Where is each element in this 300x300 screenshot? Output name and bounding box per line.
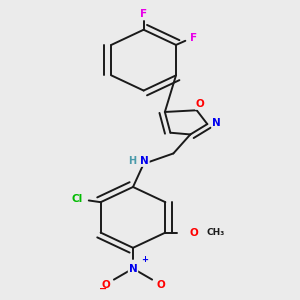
Text: +: +: [141, 255, 148, 264]
Text: O: O: [156, 280, 165, 290]
Text: O: O: [196, 99, 205, 109]
Text: Cl: Cl: [72, 194, 83, 204]
Text: N: N: [140, 156, 149, 166]
Text: −: −: [99, 284, 107, 294]
Text: N: N: [129, 263, 137, 274]
Text: F: F: [140, 9, 147, 19]
Text: CH₃: CH₃: [206, 228, 224, 237]
Text: N: N: [212, 118, 221, 128]
Text: O: O: [101, 280, 110, 290]
Text: F: F: [190, 33, 197, 43]
Text: H: H: [128, 156, 136, 166]
Text: O: O: [189, 228, 198, 238]
